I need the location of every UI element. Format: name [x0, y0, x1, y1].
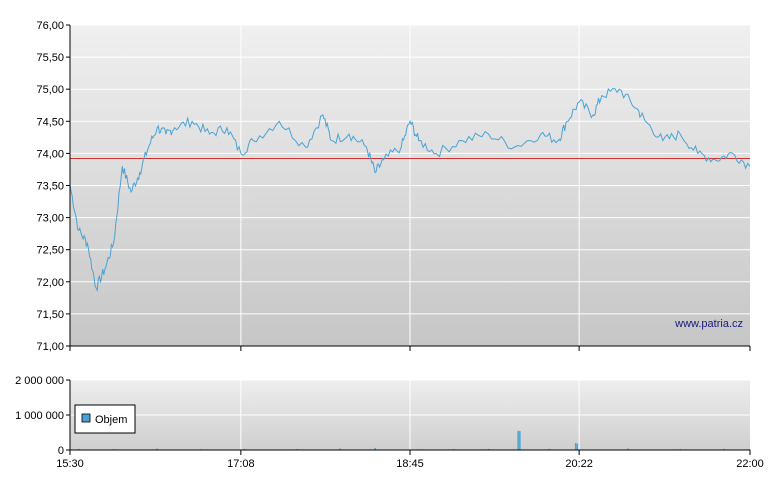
volume-bar	[78, 448, 80, 450]
volume-bar	[243, 448, 246, 450]
volume-y-axis: 2 000 000 1 000 000 0	[15, 375, 70, 457]
watermark: www.patria.cz	[674, 318, 743, 330]
volume-bar	[548, 448, 551, 450]
price-y-tick-label: 73,50	[36, 181, 64, 193]
x-tick-label: 22:00	[736, 458, 764, 470]
price-y-tick-label: 75,00	[36, 84, 64, 96]
volume-bar	[156, 448, 158, 450]
x-tick-label: 20:22	[565, 458, 593, 470]
price-y-tick-label: 76,00	[36, 20, 64, 32]
volume-bar	[517, 430, 519, 451]
legend-swatch	[81, 413, 91, 423]
price-y-tick-label: 72,00	[36, 277, 64, 289]
volume-bar	[339, 448, 341, 450]
volume-bar	[576, 443, 579, 450]
volume-bar	[723, 448, 725, 450]
price-y-tick-label: 75,50	[36, 52, 64, 64]
price-y-tick-label: 73,00	[36, 213, 64, 225]
legend-label: Objem	[95, 414, 127, 426]
volume-bar	[487, 448, 490, 450]
x-tick-label: 18:45	[396, 458, 424, 470]
volume-bar	[749, 449, 751, 450]
price-y-axis: 76,00 75,50 75,00 74,50 74,00 73,50 73,00 72,50…	[36, 20, 70, 353]
price-y-tick-label: 71,50	[36, 309, 64, 321]
price-y-tick-label: 74,00	[36, 148, 64, 160]
x-tick-label: 17:08	[227, 458, 255, 470]
price-series-line	[69, 87, 751, 293]
price-chart-panel: 76,00 75,50 75,00 74,50 74,00 73,50 73,00 72,50…	[36, 20, 751, 353]
volume-bar	[574, 443, 577, 450]
price-y-tick-label: 71,00	[36, 341, 64, 353]
volume-bar	[519, 431, 521, 450]
price-y-tick-label: 74,50	[36, 116, 64, 128]
price-x-ticks	[69, 346, 751, 351]
volume-chart-panel: 2 000 000 1 000 000 0 15:30 17:08 18:45 20:22…	[15, 375, 764, 470]
volume-x-axis: 15:30 17:08 18:45 20:22 22:00	[56, 450, 764, 470]
volume-legend: Objem	[74, 404, 136, 434]
volume-y-tick-label: 1 000 000	[15, 410, 64, 422]
volume-y-tick-label: 0	[58, 445, 64, 457]
x-tick-label: 15:30	[56, 458, 84, 470]
volume-y-tick-label: 2 000 000	[15, 375, 64, 387]
price-y-tick-label: 72,50	[36, 245, 64, 257]
volume-bar	[627, 448, 629, 450]
volume-bar	[374, 447, 376, 450]
